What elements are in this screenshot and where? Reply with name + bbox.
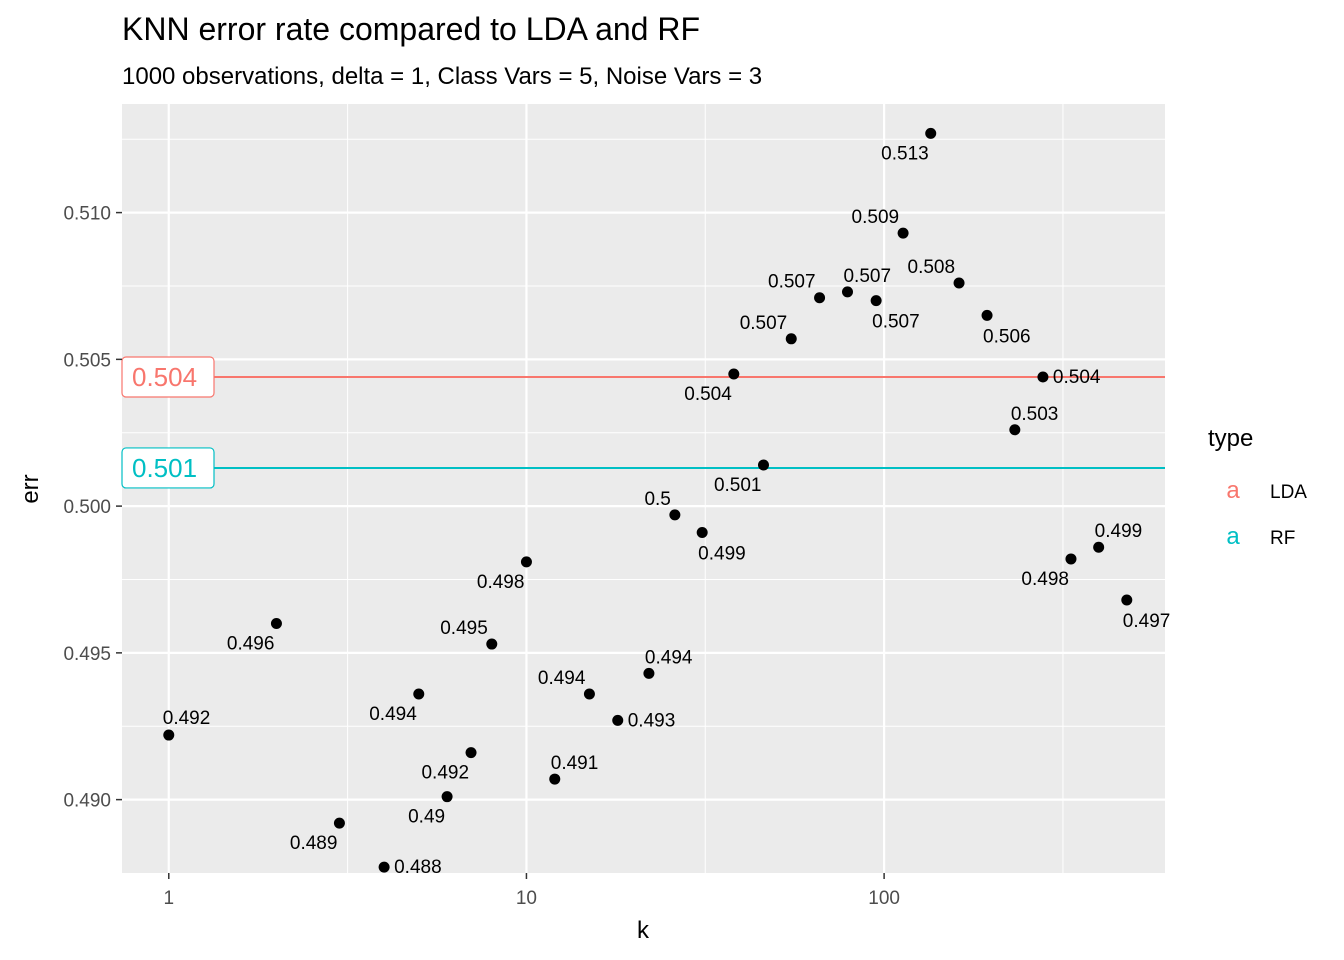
data-label: 0.491: [551, 753, 599, 774]
data-point: [378, 861, 390, 873]
data-labels: 0.492 0.496 0.489 0.488 0.494 0.49 0.492 0.495 0…: [163, 143, 1171, 878]
chart-title: KNN error rate compared to LDA and RF: [122, 11, 700, 47]
data-label: 0.49: [408, 807, 445, 828]
reference-label-box-lda: [121, 356, 215, 398]
data-point: [925, 127, 937, 139]
data-point: [413, 688, 425, 700]
data-label: 0.492: [421, 763, 469, 784]
legend: type a LDA a RF: [1208, 425, 1307, 550]
legend-key-lda: a: [1226, 477, 1240, 504]
data-point: [953, 277, 965, 289]
data-label: 0.494: [645, 647, 693, 668]
y-axis-title: err: [17, 474, 44, 503]
data-point: [643, 667, 655, 679]
data-point: [520, 556, 532, 568]
chart-subtitle: 1000 observations, delta = 1, Class Vars…: [122, 63, 762, 90]
data-label: 0.501: [714, 475, 762, 496]
data-point: [441, 791, 453, 803]
plot-panel: [122, 104, 1165, 873]
x-tick-label: 100: [868, 888, 900, 909]
data-label: 0.489: [290, 833, 338, 854]
data-point: [1009, 424, 1021, 436]
x-axis-title: k: [637, 917, 650, 944]
data-label: 0.508: [908, 257, 956, 278]
data-point: [814, 292, 826, 304]
y-axis: 0.490 0.495 0.500 0.505 0.510: [63, 204, 122, 812]
x-tick-label: 10: [516, 888, 537, 909]
data-point: [897, 227, 909, 239]
x-axis: 1 10 100: [163, 873, 900, 909]
data-label: 0.498: [477, 572, 525, 593]
data-label: 0.503: [1011, 404, 1059, 425]
data-label: 0.504: [1053, 367, 1101, 388]
data-point: [1121, 594, 1133, 606]
data-points: [163, 127, 1133, 873]
y-tick-label: 0.500: [63, 497, 111, 518]
data-label: 0.507: [872, 312, 920, 333]
data-point: [612, 714, 624, 726]
data-label: 0.504: [684, 384, 732, 405]
legend-label-lda: LDA: [1270, 482, 1307, 503]
data-label: 0.499: [698, 544, 746, 565]
data-point: [870, 295, 882, 307]
x-tick-label: 1: [163, 888, 174, 909]
data-label: 0.493: [628, 710, 676, 731]
minor-gridlines: [122, 104, 1165, 873]
data-label: 0.506: [983, 326, 1031, 347]
data-point: [785, 333, 797, 345]
data-label: 0.496: [227, 634, 275, 655]
data-label: 0.507: [843, 266, 891, 287]
data-point: [465, 747, 477, 759]
data-point: [1037, 371, 1049, 383]
data-label: 0.494: [369, 704, 417, 725]
data-point: [669, 509, 681, 521]
data-label: 0.488: [394, 857, 442, 878]
data-point: [757, 459, 769, 471]
y-tick-label: 0.495: [63, 644, 111, 665]
reference-label-rf: 0.501: [132, 453, 197, 483]
data-label: 0.5: [644, 489, 670, 510]
legend-label-rf: RF: [1270, 528, 1295, 549]
data-point: [583, 688, 595, 700]
major-gridlines: [122, 104, 1165, 873]
data-point: [333, 817, 345, 829]
data-point: [486, 638, 498, 650]
data-label: 0.495: [440, 618, 488, 639]
data-point: [1093, 541, 1105, 553]
y-tick-label: 0.510: [63, 204, 111, 225]
data-label: 0.513: [881, 143, 929, 164]
data-point: [728, 368, 740, 380]
data-point: [981, 309, 993, 321]
reference-label-lda: 0.504: [132, 362, 197, 392]
reference-label-box-rf: [121, 447, 215, 489]
data-label: 0.507: [768, 272, 816, 293]
reference-lines: 0.504 0.501: [121, 356, 1165, 489]
data-label: 0.507: [740, 313, 788, 334]
data-label: 0.494: [538, 668, 586, 689]
y-tick-label: 0.505: [63, 350, 111, 371]
data-point: [841, 286, 853, 298]
data-point: [270, 618, 282, 630]
data-point: [163, 729, 175, 741]
y-tick-label: 0.490: [63, 791, 111, 812]
data-label: 0.498: [1021, 569, 1069, 590]
data-point: [549, 773, 561, 785]
data-label: 0.497: [1123, 611, 1171, 632]
data-label: 0.509: [852, 207, 900, 228]
data-point: [696, 527, 708, 539]
legend-title: type: [1208, 425, 1253, 452]
data-label: 0.499: [1095, 521, 1143, 542]
legend-key-rf: a: [1226, 523, 1240, 550]
data-label: 0.492: [163, 708, 211, 729]
data-point: [1065, 553, 1077, 565]
